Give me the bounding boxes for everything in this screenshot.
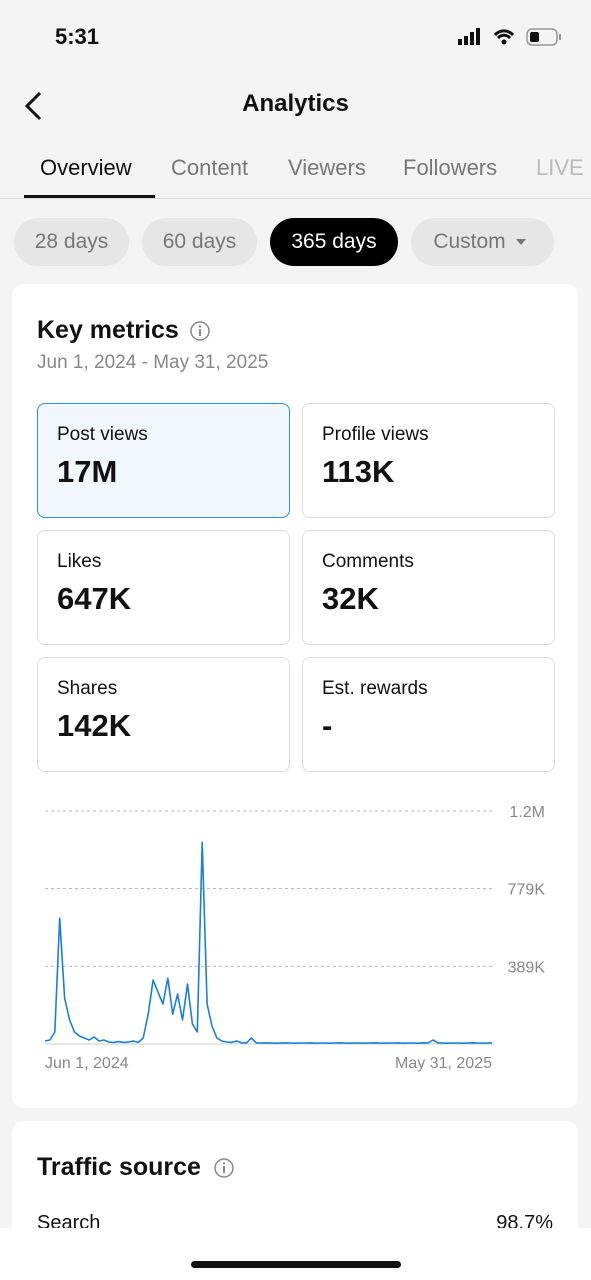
metric-card[interactable]: Likes 647K: [37, 530, 290, 645]
metric-value: 113K: [322, 454, 395, 489]
status-icons: [458, 28, 561, 46]
home-indicator: [191, 1261, 401, 1268]
line-series: [44, 841, 493, 1044]
section-title: Traffic source: [37, 1153, 201, 1181]
metric-card[interactable]: Est. rewards -: [302, 657, 555, 772]
divider: [0, 198, 591, 199]
range-pill[interactable]: Custom: [411, 218, 554, 266]
metric-card[interactable]: Post views 17M: [37, 403, 290, 518]
y-tick-label: 779K: [508, 881, 546, 898]
section-title: Key metrics: [37, 316, 179, 344]
metric-card[interactable]: Comments 32K: [302, 530, 555, 645]
metric-label: Likes: [57, 551, 102, 572]
range-pill[interactable]: 60 days: [142, 218, 257, 266]
metric-label: Comments: [322, 551, 414, 572]
metric-value: 647K: [57, 581, 132, 616]
metric-value: -: [322, 708, 333, 743]
tab[interactable]: Viewers: [288, 155, 366, 180]
y-tick-label: 1.2M: [509, 804, 545, 821]
x-tick-label: May 31, 2025: [395, 1055, 492, 1072]
tab[interactable]: Content: [171, 155, 249, 180]
metric-value: 142K: [57, 708, 132, 743]
page-title: Analytics: [242, 90, 349, 117]
range-pill[interactable]: 28 days: [14, 218, 129, 266]
info-icon[interactable]: [213, 1157, 235, 1179]
line-chart: 389K 779K 1.2M Jun 1, 2024 May 31, 2025: [44, 804, 546, 1072]
metric-label: Est. rewards: [322, 678, 428, 699]
home-area: [0, 1228, 591, 1280]
range-label: Custom: [433, 230, 506, 253]
tab[interactable]: Followers: [403, 155, 498, 180]
clock: 5:31: [55, 24, 100, 49]
tab[interactable]: Overview: [40, 155, 132, 180]
metric-label: Post views: [57, 424, 148, 445]
y-tick-label: 389K: [508, 959, 546, 976]
date-range: Jun 1, 2024 - May 31, 2025: [37, 352, 269, 373]
back-button[interactable]: [22, 90, 46, 122]
metric-card[interactable]: Profile views 113K: [302, 403, 555, 518]
metric-card[interactable]: Shares 142K: [37, 657, 290, 772]
range-pill[interactable]: 365 days: [270, 218, 398, 266]
metric-label: Shares: [57, 678, 118, 699]
info-icon[interactable]: [189, 320, 211, 342]
tab[interactable]: LIVE: [536, 155, 584, 180]
metric-label: Profile views: [322, 424, 429, 445]
x-tick-label: Jun 1, 2024: [45, 1055, 129, 1072]
tab-underline: [24, 195, 155, 198]
dropdown-arrow: [515, 239, 526, 245]
metric-value: 17M: [57, 454, 118, 489]
metric-value: 32K: [322, 581, 379, 616]
